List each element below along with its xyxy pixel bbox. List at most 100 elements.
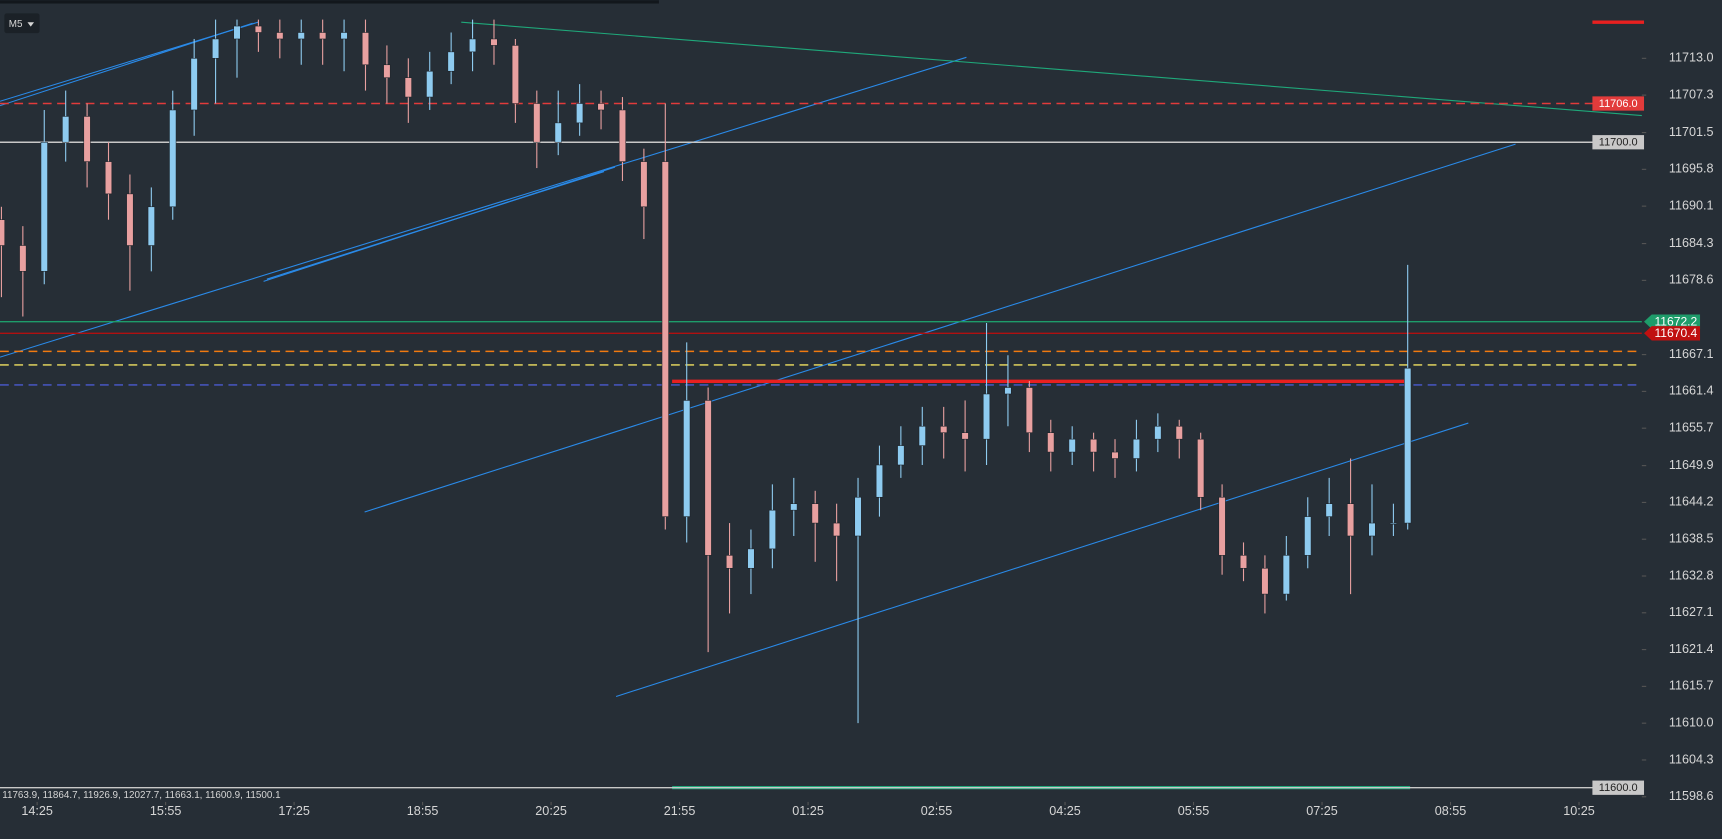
candle-body xyxy=(618,109,627,162)
trend-line xyxy=(615,422,1469,698)
y-tick-label: 11667.1 xyxy=(1669,347,1714,361)
trend-line xyxy=(0,56,967,358)
price-tag xyxy=(1592,135,1645,150)
candle-body xyxy=(1347,503,1355,537)
candle-body xyxy=(982,393,991,440)
candle-body xyxy=(897,445,905,466)
candle-body xyxy=(0,219,5,246)
y-tick-label: 11627.1 xyxy=(1669,605,1714,619)
candle-body xyxy=(1239,555,1248,569)
candle-body xyxy=(1304,516,1312,556)
candle-body xyxy=(790,503,798,511)
candle-body xyxy=(1004,387,1012,395)
price-tag-label: 11700.0 xyxy=(1599,137,1638,149)
candle-body xyxy=(533,103,541,143)
price-axis-tag-label: 11670.4 xyxy=(1654,326,1697,340)
x-tick-label: 04:25 xyxy=(1049,804,1081,818)
x-tick-label: 18:55 xyxy=(407,804,439,818)
candle-body xyxy=(1218,496,1226,556)
candle-body xyxy=(1197,438,1205,498)
y-tick-label: 11707.3 xyxy=(1669,87,1714,101)
candle-body xyxy=(169,109,177,208)
candle-body xyxy=(1154,425,1162,440)
candle-body xyxy=(704,400,712,556)
trend-line xyxy=(364,143,1516,513)
candle-body xyxy=(1404,367,1412,524)
y-tick-label: 11644.2 xyxy=(1669,495,1714,509)
candle-body xyxy=(319,32,327,40)
candle-body xyxy=(1175,425,1183,440)
candle-body xyxy=(190,58,198,111)
candle-body xyxy=(1368,522,1376,537)
y-tick-label: 11655.7 xyxy=(1669,421,1714,435)
candle-body xyxy=(40,141,48,272)
candle-body xyxy=(1111,451,1119,459)
candle-body xyxy=(940,425,948,433)
trend-line xyxy=(461,21,1642,117)
y-tick-label: 11713.0 xyxy=(1669,51,1714,65)
candle-body xyxy=(725,555,734,569)
price-axis-tag-label: 11672.2 xyxy=(1654,314,1697,328)
candle-body xyxy=(1068,438,1076,453)
trend-line xyxy=(266,171,605,280)
y-tick-label: 11604.3 xyxy=(1669,752,1714,766)
x-tick-label: 21:55 xyxy=(664,804,696,818)
y-tick-label: 11610.0 xyxy=(1669,716,1714,730)
candle-body xyxy=(1325,503,1333,517)
candle-body xyxy=(1282,555,1290,595)
x-tick-label: 05:55 xyxy=(1178,804,1210,818)
y-tick-label: 11598.6 xyxy=(1669,789,1714,803)
candle-body xyxy=(340,32,348,40)
candle-body xyxy=(1389,522,1397,525)
y-tick-label: 11661.4 xyxy=(1669,384,1714,398)
price-tag xyxy=(1592,96,1645,111)
footer-text: 11763.9, 11864.7, 11926.9, 12027.7, 1166… xyxy=(2,790,281,801)
candle-body xyxy=(961,432,969,440)
y-tick-label: 11678.6 xyxy=(1669,273,1714,287)
x-tick-label: 07:25 xyxy=(1306,804,1338,818)
candle-body xyxy=(576,103,584,124)
price-tag-label: 11706.0 xyxy=(1599,98,1638,110)
candle-body xyxy=(233,25,241,40)
candle-body xyxy=(1132,438,1141,459)
candle-body xyxy=(126,193,134,246)
candle-body xyxy=(276,32,284,40)
candle-body xyxy=(597,103,605,111)
y-tick-label: 11701.5 xyxy=(1669,125,1714,139)
candle-body xyxy=(468,38,477,53)
y-tick-label: 11690.1 xyxy=(1669,198,1714,212)
candle-body xyxy=(1047,432,1055,453)
candle-body xyxy=(661,161,669,517)
candle-body xyxy=(1090,438,1098,453)
candles xyxy=(0,19,1412,724)
candle-body xyxy=(83,116,91,162)
candle-body xyxy=(447,51,455,72)
x-tick-label: 17:25 xyxy=(278,804,310,818)
candle-body xyxy=(1261,567,1269,595)
y-tick-label: 11632.8 xyxy=(1669,568,1714,582)
trend-line xyxy=(0,22,253,107)
x-tick-label: 15:55 xyxy=(150,804,182,818)
candle-body xyxy=(19,245,27,272)
candle-body xyxy=(875,464,884,498)
y-tick-label: 11684.3 xyxy=(1669,236,1714,250)
timeframe-button[interactable] xyxy=(4,13,40,34)
price-axis-tag xyxy=(1644,326,1701,341)
dropdown-arrow xyxy=(27,22,35,27)
x-tick-label: 08:55 xyxy=(1435,804,1467,818)
candle-body xyxy=(747,548,755,569)
candle-body xyxy=(833,522,841,537)
candle-body xyxy=(511,45,519,104)
x-tick-label: 10:25 xyxy=(1563,804,1595,818)
price-axis-tag xyxy=(1644,314,1701,329)
x-tick-label: 02:55 xyxy=(921,804,953,818)
timeframe-label[interactable]: M5 xyxy=(9,19,23,30)
candle-body xyxy=(490,38,498,46)
candle-body xyxy=(854,496,862,537)
price-tag-label: 11600.0 xyxy=(1599,782,1638,794)
candle-body xyxy=(1025,387,1033,433)
